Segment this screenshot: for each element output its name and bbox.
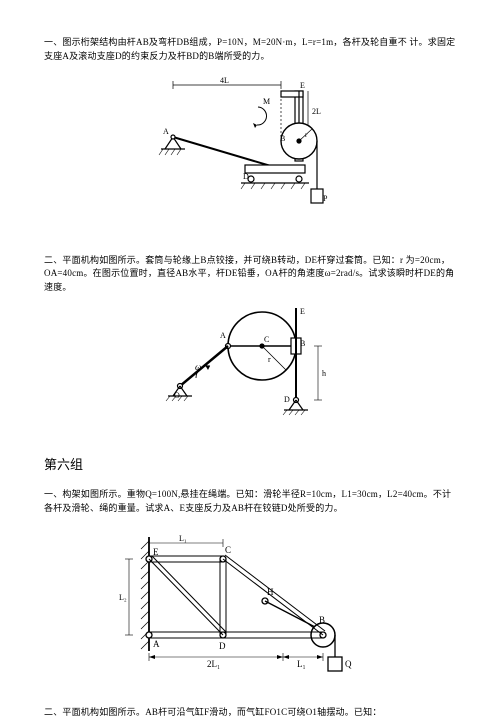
label-r2: r <box>268 355 271 364</box>
label-D: D <box>243 172 249 181</box>
label-P: P <box>323 194 328 203</box>
label-E2: E <box>300 307 305 316</box>
problem-1-text: 一、图示桁架结构由杆AB及弯杆DB组成，P=10N，M=20N·m，L=r=1m… <box>44 36 456 63</box>
label-B: B <box>280 134 285 143</box>
label-A2: A <box>220 331 226 340</box>
label-h: h <box>322 369 326 378</box>
label-D2: D <box>284 395 290 404</box>
label-E: E <box>300 81 305 90</box>
label-C3: C <box>225 545 231 555</box>
label-B3: B <box>319 615 325 625</box>
label-4L: 4L <box>220 76 229 85</box>
section-header: 第六组 <box>44 455 456 475</box>
label-D3: D <box>219 641 226 651</box>
label-2L: 2L <box>312 107 321 116</box>
label-L1a: L₁ <box>179 534 187 543</box>
label-omega: ω <box>195 362 201 372</box>
problem-3-text: 一、构架如图所示。重物Q=100N,悬挂在绳端。已知：滑轮半径R=10cm，L1… <box>44 488 456 515</box>
figure-3: E A C D H B <box>44 523 456 688</box>
label-A: A <box>163 127 169 136</box>
label-A3: A <box>153 639 160 649</box>
label-Q3: Q <box>345 659 352 669</box>
label-2L1: 2L₁ <box>207 659 220 669</box>
label-L1c: L₁ <box>297 659 306 669</box>
label-C2: C <box>264 335 269 344</box>
figure-1: 4L E 2L M A <box>44 71 456 236</box>
problem-2-text: 二、平面机构如图所示。套筒与轮缘上B点铰接，并可绕B转动，DE杆穿过套筒。已知：… <box>44 254 456 295</box>
label-L2: L₂ <box>119 593 127 602</box>
figure-2: C r A B E D O <box>44 302 456 437</box>
label-M: M <box>263 97 270 106</box>
